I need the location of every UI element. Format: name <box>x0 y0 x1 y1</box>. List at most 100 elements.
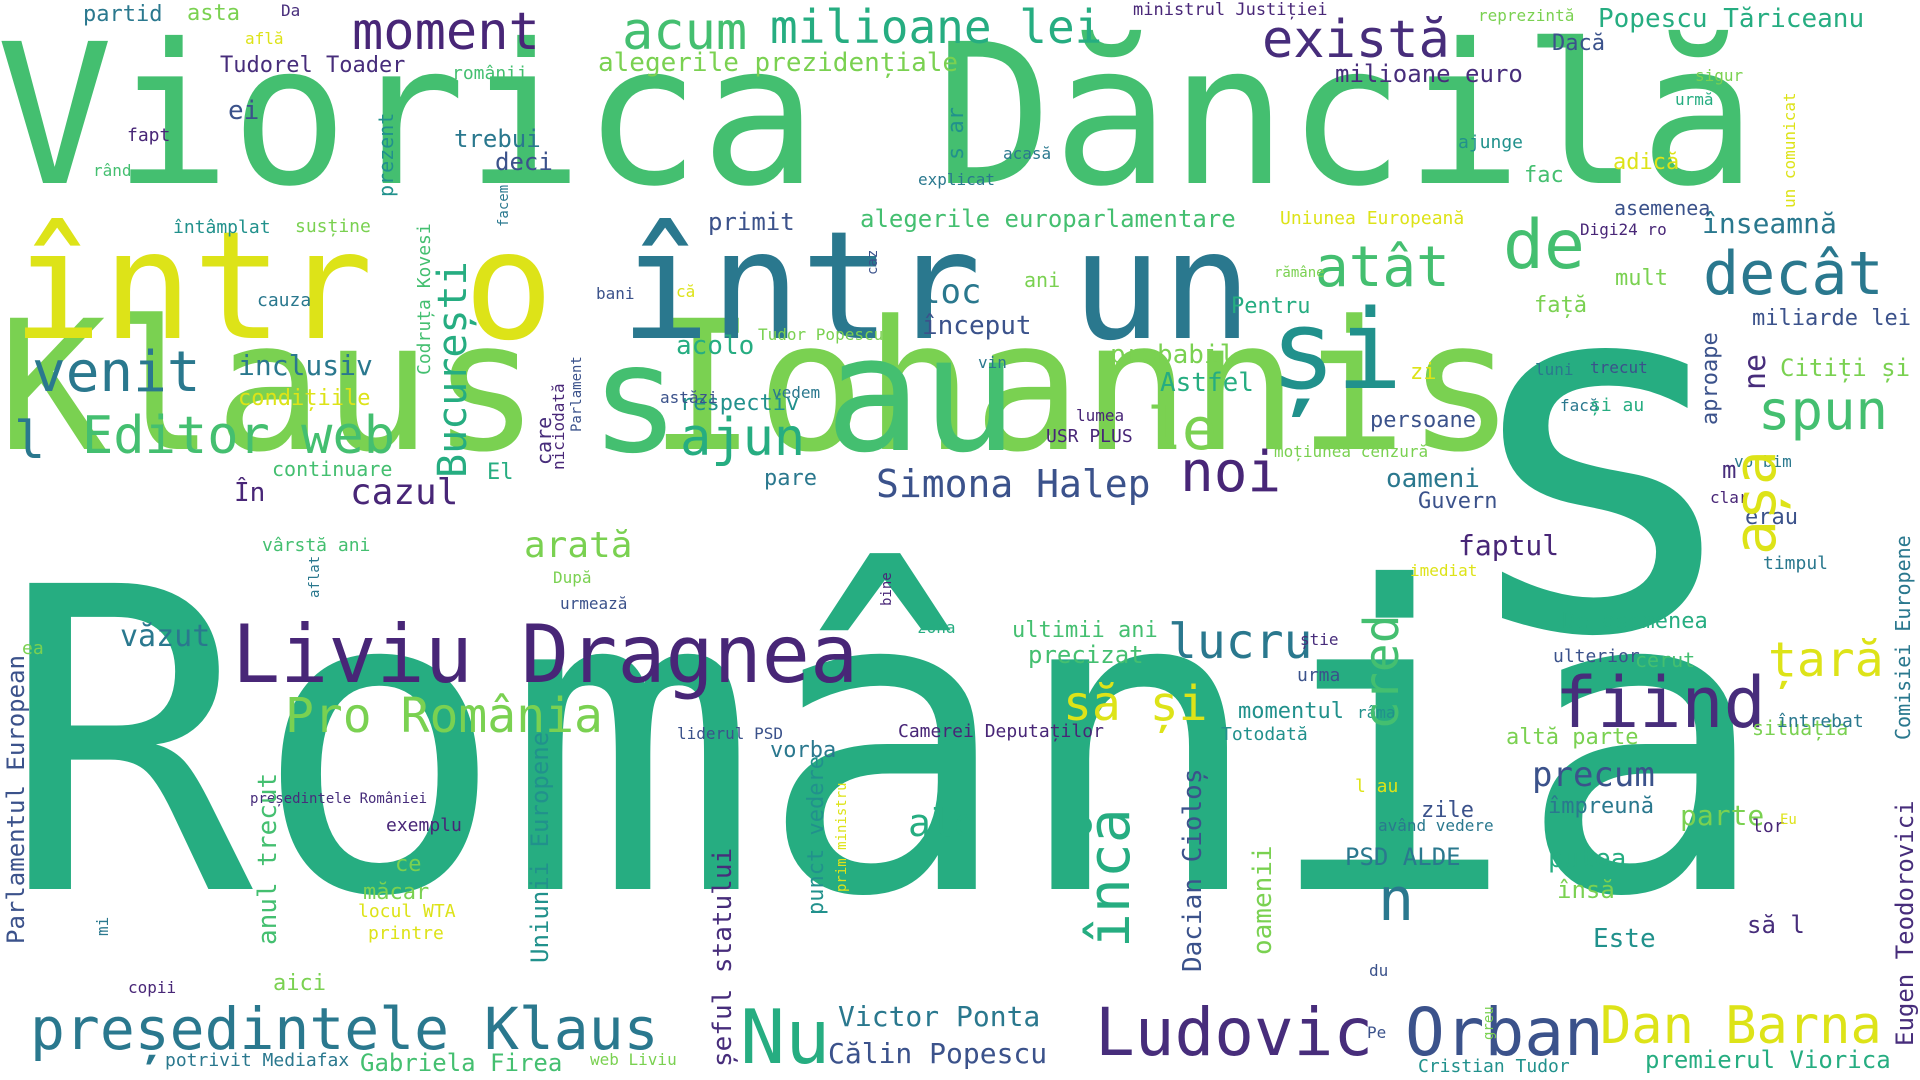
cloud-word: bine <box>879 572 895 606</box>
cloud-word: web Liviu <box>590 1050 677 1069</box>
cloud-word: du <box>1369 961 1389 980</box>
cloud-word: zile <box>1421 798 1474 823</box>
cloud-word: putea <box>1548 844 1627 874</box>
cloud-word: într un <box>620 200 1253 374</box>
cloud-word: Tudor Popescu <box>758 325 884 344</box>
cloud-word: mult <box>1615 266 1668 291</box>
cloud-word: București <box>430 261 476 478</box>
cloud-word: Camerei Deputaților <box>898 721 1104 742</box>
cloud-word: deci <box>495 148 553 176</box>
cloud-word: Dan Barna <box>1600 996 1882 1056</box>
cloud-word: precizat <box>1028 641 1144 669</box>
cloud-word: precum <box>1532 755 1655 795</box>
cloud-word: alegerile europarlamentare <box>860 205 1236 233</box>
cloud-word: măcar <box>363 880 430 905</box>
cloud-word: președintele Klaus <box>30 995 659 1063</box>
cloud-word: facă <box>1560 396 1599 415</box>
cloud-word: Gabriela Firea <box>360 1049 563 1077</box>
cloud-word: șeful statului <box>708 847 738 1067</box>
cloud-word: susține <box>295 216 371 237</box>
cloud-word: președintele României <box>250 791 428 807</box>
cloud-word: moment <box>352 2 540 62</box>
cloud-word: Nu <box>740 993 831 1080</box>
cloud-word: clar <box>1710 488 1749 507</box>
cloud-word: Liviu Dragnea <box>232 608 859 701</box>
cloud-word: față <box>1534 293 1587 318</box>
cloud-word: rămâne <box>1274 265 1325 281</box>
cloud-word: urma <box>1297 665 1341 686</box>
cloud-word: Ludovic <box>1095 994 1374 1071</box>
cloud-word: persoane <box>1370 408 1476 433</box>
cloud-word: Citiți și <box>1780 354 1911 382</box>
cloud-word: vorbim <box>1734 452 1792 471</box>
cloud-word: Klaus Iohannis <box>0 283 1516 492</box>
cloud-word: erau <box>1745 505 1798 530</box>
cloud-word: facem <box>496 184 512 227</box>
cloud-word: miliarde lei <box>1752 306 1911 331</box>
cloud-word: Parlamentul European <box>2 655 30 944</box>
cloud-word: românii <box>452 63 528 84</box>
cloud-word: PSD ALDE <box>1345 843 1461 871</box>
cloud-word: reprezintă <box>1478 6 1575 25</box>
cloud-word: După <box>553 568 592 587</box>
cloud-word: printre <box>368 923 444 944</box>
cloud-word: urmează <box>560 594 628 613</box>
cloud-word: Uniunii Europene <box>526 731 554 963</box>
cloud-word: oamenii <box>1248 845 1278 955</box>
cloud-word: luni <box>1535 360 1574 379</box>
cloud-word: vin <box>978 353 1007 372</box>
cloud-word: explicat <box>918 170 996 189</box>
cloud-word: greu <box>1481 1006 1497 1040</box>
cloud-word: și au <box>1590 395 1645 416</box>
cloud-word: milioane lei <box>770 0 1103 54</box>
cloud-word: vorba <box>770 738 837 763</box>
cloud-word: Viorica Dăncilă <box>0 2 1757 229</box>
cloud-word: premierul Viorica <box>1645 1046 1891 1074</box>
cloud-word: Totodată <box>1221 724 1308 745</box>
cloud-word: Eugen Teodorovici <box>1891 800 1919 1046</box>
cloud-word: întrebat <box>1777 711 1864 732</box>
cloud-word: cerut <box>1635 648 1696 672</box>
cloud-word: ale <box>908 801 977 845</box>
cloud-word: într o <box>12 200 554 374</box>
cloud-word: lor <box>1752 816 1785 837</box>
cloud-word: urmă <box>1675 90 1714 109</box>
cloud-word: știe <box>1300 630 1339 649</box>
cloud-word: Călin Popescu <box>828 1037 1048 1070</box>
cloud-word: și <box>1270 286 1403 414</box>
cloud-word: că <box>676 282 696 301</box>
cloud-word: Pentru <box>1231 294 1311 319</box>
cloud-word: probabil <box>1110 340 1236 370</box>
cloud-word: ce <box>395 852 422 877</box>
cloud-word: altă parte <box>1506 725 1639 750</box>
cloud-word: țară <box>1768 632 1884 688</box>
cloud-word: situația <box>1752 716 1849 740</box>
cloud-word: adică <box>1613 150 1680 175</box>
cloud-word: exemplu <box>386 815 462 836</box>
cloud-word: faptul <box>1458 529 1560 562</box>
cloud-word: acum <box>622 2 748 62</box>
cloud-word: s <box>1450 164 1752 746</box>
cloud-word: Da <box>281 1 301 20</box>
cloud-word: locul WTA <box>358 901 456 922</box>
cloud-word: cazul <box>350 472 459 513</box>
cloud-word: milioane euro <box>1335 60 1523 88</box>
cloud-word: atât <box>1315 235 1450 300</box>
cloud-word: liderul PSD <box>677 724 783 743</box>
cloud-word: bani <box>596 284 635 303</box>
cloud-word: alegerile prezidențiale <box>598 48 959 78</box>
cloud-word: Editor web <box>82 406 396 466</box>
cloud-word: ei <box>228 96 260 126</box>
cloud-word: În <box>234 478 266 508</box>
cloud-word: niciodată <box>549 383 568 470</box>
cloud-word: prim ministru <box>834 782 850 892</box>
cloud-word: Victor Ponta <box>838 1000 1041 1033</box>
cloud-word: momentul <box>1238 699 1344 724</box>
cloud-word: ajun <box>680 408 806 468</box>
cloud-word: Dacă <box>1552 31 1605 56</box>
cloud-word: m <box>1722 456 1737 484</box>
cloud-word: Dacian Cioloș <box>1178 768 1208 973</box>
cloud-word: le <box>1147 395 1217 463</box>
cloud-word: acolo <box>676 331 755 361</box>
